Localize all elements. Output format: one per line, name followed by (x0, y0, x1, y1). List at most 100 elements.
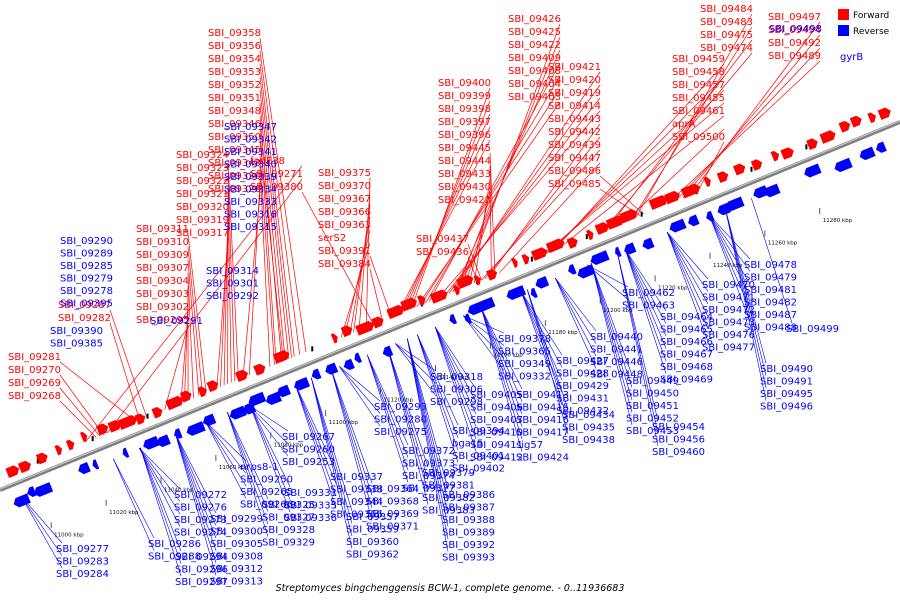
forward-gene-label: SBI_09268 (8, 391, 61, 402)
forward-leader-line (499, 162, 601, 274)
forward-leader-line (109, 322, 140, 421)
reverse-leader-line (387, 346, 429, 480)
reverse-gene-arrow (174, 428, 183, 439)
forward-leader-line (344, 229, 371, 337)
forward-gene-label: SBI_09455 (672, 93, 725, 104)
reverse-leader-line (521, 291, 563, 368)
forward-leader-line (227, 172, 236, 382)
reverse-gene-label: SBI_09329 (262, 538, 315, 549)
forward-gene-label: SBI_09398 (438, 104, 491, 115)
reverse-gene-label: SBI_09371 (366, 522, 419, 533)
forward-gene-arrow (664, 190, 680, 205)
forward-leader-line (456, 204, 491, 291)
forward-leader-line (549, 76, 725, 253)
forward-leader-line (666, 60, 821, 205)
reverse-leader-line (527, 289, 569, 435)
reverse-gene-label: SBI_09289 (60, 249, 113, 260)
reverse-gene-label: SBI_09472 (702, 305, 755, 316)
forward-leader-line (468, 191, 491, 286)
reverse-gene-arrow (294, 377, 311, 391)
forward-gene-label: SBI_09397 (438, 117, 491, 128)
forward-gene-label: SBI_09426 (508, 14, 561, 25)
reverse-leader-line (205, 421, 247, 499)
forward-gene-label: SBI_09384 (318, 259, 371, 270)
forward-leader-line (632, 26, 753, 219)
forward-gene-arrow (877, 107, 891, 120)
reverse-gene-arrow (624, 242, 637, 255)
forward-gene-arrow (780, 147, 794, 160)
reverse-gene-arrow (122, 447, 130, 458)
reverse-gene-label: SBI_09285 (60, 261, 113, 272)
reverse-gene-label: SBI_09342 (224, 135, 277, 146)
reverse-leader-line (139, 448, 181, 515)
reverse-gene-label: SBI_09294 (175, 552, 228, 563)
forward-leader-line (625, 128, 725, 222)
reverse-leader-line (521, 291, 563, 393)
reverse-gene-label: SBI_09278 (60, 286, 113, 297)
forward-gene-arrow (456, 274, 474, 289)
forward-gene-arrow (95, 423, 109, 436)
forward-gene-label: SBI_09484 (700, 4, 753, 15)
reverse-gene-label: SBI_09477 (702, 343, 755, 354)
reverse-leader-line (395, 343, 437, 384)
forward-gene-label: SBI_09302 (136, 302, 189, 313)
reverse-gene-label: SBI_09388 (442, 515, 495, 526)
reverse-gene-label: SBI_09410 (470, 428, 523, 439)
forward-gene-arrow (371, 316, 384, 329)
forward-gene-arrow (770, 150, 780, 162)
reverse-gene-label: SBI_09359 (346, 525, 399, 536)
reverse-gene-label: SBI_09316 (224, 210, 277, 221)
reverse-gene-label: SBI_09462 (622, 288, 675, 299)
forward-gene-label: SBI_09346 (208, 119, 261, 130)
reverse-gene-arrow (669, 218, 687, 233)
reverse-leader-line (709, 214, 751, 272)
forward-leader-line (689, 21, 821, 196)
forward-gene-label: SBI_09458 (672, 67, 725, 78)
forward-gene-label: SBI_09320 (176, 202, 229, 213)
reverse-gene-label: SBI_09387 (442, 503, 495, 514)
reverse-leader-line (175, 433, 217, 551)
forward-leader-line (416, 101, 561, 307)
forward-leader-line (242, 193, 261, 378)
reverse-gene-label: SBI_09344 (330, 497, 383, 508)
reverse-gene-label: SBI_09487 (744, 310, 797, 321)
scale-tick-label: 11200 kbp (603, 308, 633, 314)
reverse-gene-arrow (277, 384, 292, 398)
reverse-leader-line (617, 252, 659, 422)
reverse-gene-label: nrps8-1 (240, 462, 278, 473)
forward-gene-arrow (151, 406, 163, 419)
forward-leader-line (467, 243, 482, 281)
forward-leader-line (682, 34, 821, 198)
reverse-gene-label: SBI_09463 (622, 301, 675, 312)
reverse-leader-line (367, 354, 409, 458)
reverse-gene-label: SBI_09454 (652, 422, 705, 433)
reverse-gene-arrow (506, 285, 527, 301)
reverse-gene-label: SBI_09298 (430, 397, 483, 408)
reverse-gene-label: SBI_09395 (60, 299, 113, 310)
reverse-leader-line (227, 412, 269, 525)
reverse-leader-line (339, 366, 381, 427)
reverse-gene-label: SBI_09390 (50, 326, 103, 337)
reverse-gene-label: SBI_09357 (346, 512, 399, 523)
backbone-line (0, 120, 900, 492)
reverse-leader-line (435, 326, 477, 390)
reverse-leader-line (249, 403, 291, 513)
reverse-gene-label: SBI_09427 (556, 356, 609, 367)
reverse-gene-label: SBI_09286 (148, 539, 201, 550)
reverse-gene-arrow (27, 486, 37, 497)
reverse-gene-arrow (530, 287, 538, 299)
reverse-gene-arrow (229, 405, 247, 420)
reverse-gene-arrow (248, 391, 267, 406)
reverse-gene-label: SBI_09328 (262, 525, 315, 536)
forward-gene-arrow (545, 238, 565, 254)
forward-gene-arrow (79, 431, 88, 443)
forward-gene-label: SBI_09287 (58, 300, 111, 311)
reverse-leader-line (331, 369, 373, 484)
reverse-leader-line (387, 346, 429, 493)
forward-gene-arrow (417, 295, 426, 306)
boundary-mark (91, 436, 94, 442)
scale-tick-label: 11280 kbp (823, 218, 853, 224)
reverse-leader-line (417, 334, 459, 463)
forward-gene-arrow (386, 304, 405, 320)
forward-gene-arrow (452, 284, 460, 296)
